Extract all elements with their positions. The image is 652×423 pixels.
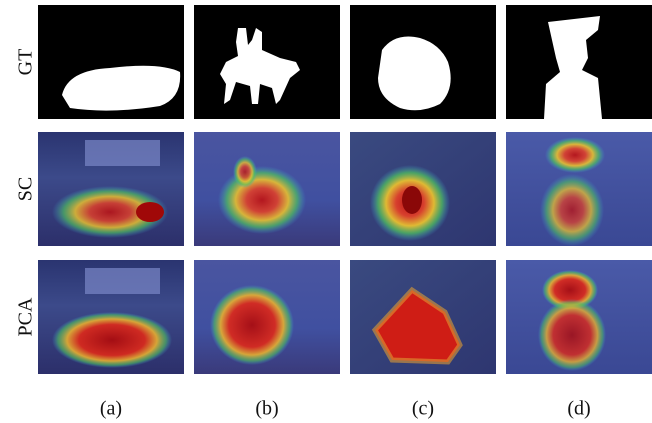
- background-detail: [85, 140, 160, 166]
- column-caption: (b): [255, 398, 278, 420]
- heatmap: [540, 174, 604, 246]
- heatmap: [52, 312, 172, 368]
- gt-row: [38, 5, 652, 119]
- heatmap-peak: [402, 186, 422, 214]
- figure: GT SC PCA: [0, 0, 652, 423]
- background-detail: [85, 268, 160, 294]
- sc-row: [38, 132, 652, 246]
- heatmap: [210, 285, 294, 365]
- column-caption: (c): [412, 398, 434, 420]
- column-caption: (d): [567, 398, 590, 420]
- row-label: GT: [15, 49, 37, 76]
- heatmap: [233, 156, 257, 188]
- heatmap: [545, 137, 605, 173]
- heatmap: [218, 166, 306, 234]
- heatmap-peak: [136, 202, 164, 222]
- pca-row: [38, 260, 652, 374]
- row-label: PCA: [15, 297, 37, 336]
- row-label: SC: [15, 177, 37, 201]
- column-caption: (a): [100, 398, 122, 420]
- heatmap: [538, 299, 606, 371]
